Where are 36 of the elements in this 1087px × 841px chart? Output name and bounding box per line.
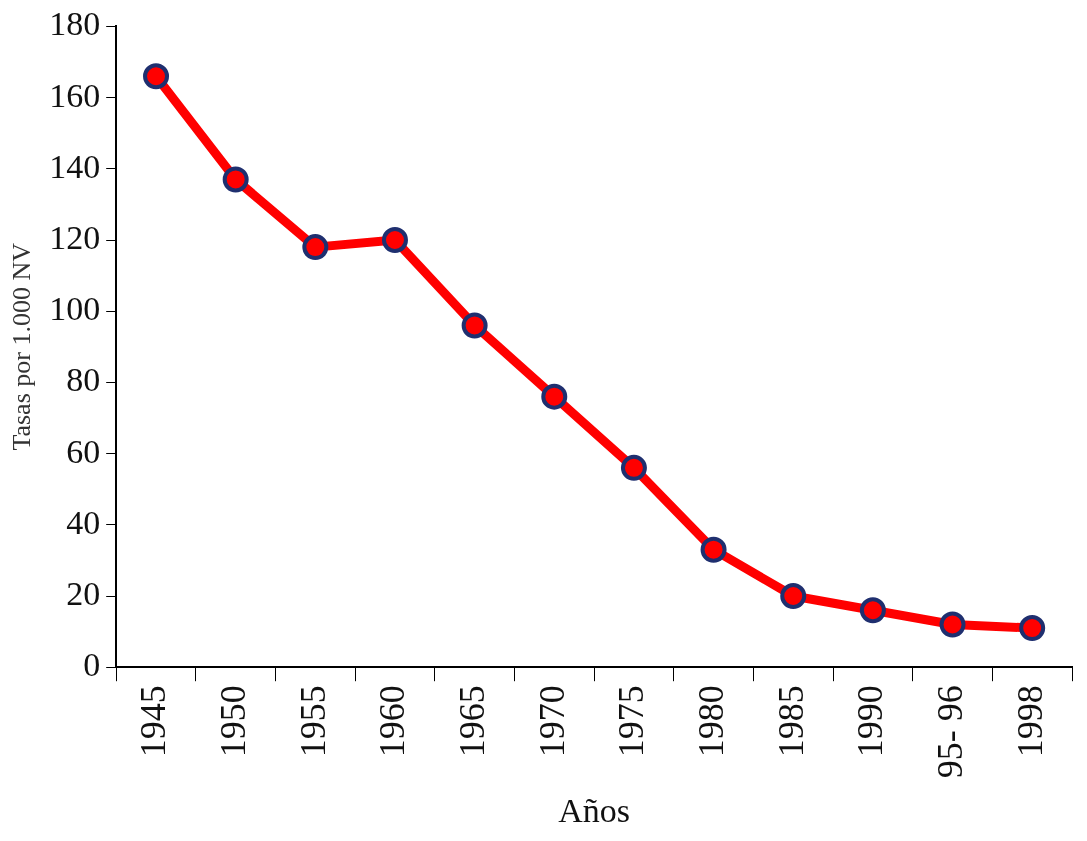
point [780,583,807,610]
y-tick-label: 100 [49,290,101,328]
point [381,227,408,253]
x-tick-label: 1970 [531,685,572,758]
x-tick-label: 1960 [372,685,413,758]
y-tick-label: 60 [66,432,101,470]
y-tick-label: 20 [66,574,101,612]
x-axis-title: Años [558,791,630,829]
point [222,166,249,193]
y-tick-label: 80 [66,361,101,399]
y-tick-label: 160 [49,76,101,114]
y-tick-label: 180 [49,5,101,43]
point [541,383,568,410]
point [700,536,727,563]
x-tick-label: 1950 [213,685,254,758]
point [302,234,329,261]
point [939,611,966,638]
x-tick-label: 1975 [611,685,652,758]
y-tick-label: 140 [49,147,101,185]
y-axis-title: Tasas por 1.000 NV [7,242,37,451]
point [859,597,886,624]
x-tick-label: 1980 [691,685,732,758]
x-tick-label: 1990 [850,685,891,758]
point [461,312,488,339]
y-tick-label: 0 [83,646,101,684]
point [1019,615,1046,642]
x-tick-label: 1985 [770,685,811,758]
point [620,454,647,481]
y-tick-label: 120 [49,218,101,256]
y-tick-label: 40 [66,503,101,541]
x-tick-label: 1998 [1009,685,1050,758]
x-tick-label: 1965 [452,685,493,758]
x-tick-label: 95- 96 [929,685,970,779]
x-tick-label: 1945 [133,685,174,758]
point [143,63,170,90]
x-tick-label: 1955 [292,685,333,758]
